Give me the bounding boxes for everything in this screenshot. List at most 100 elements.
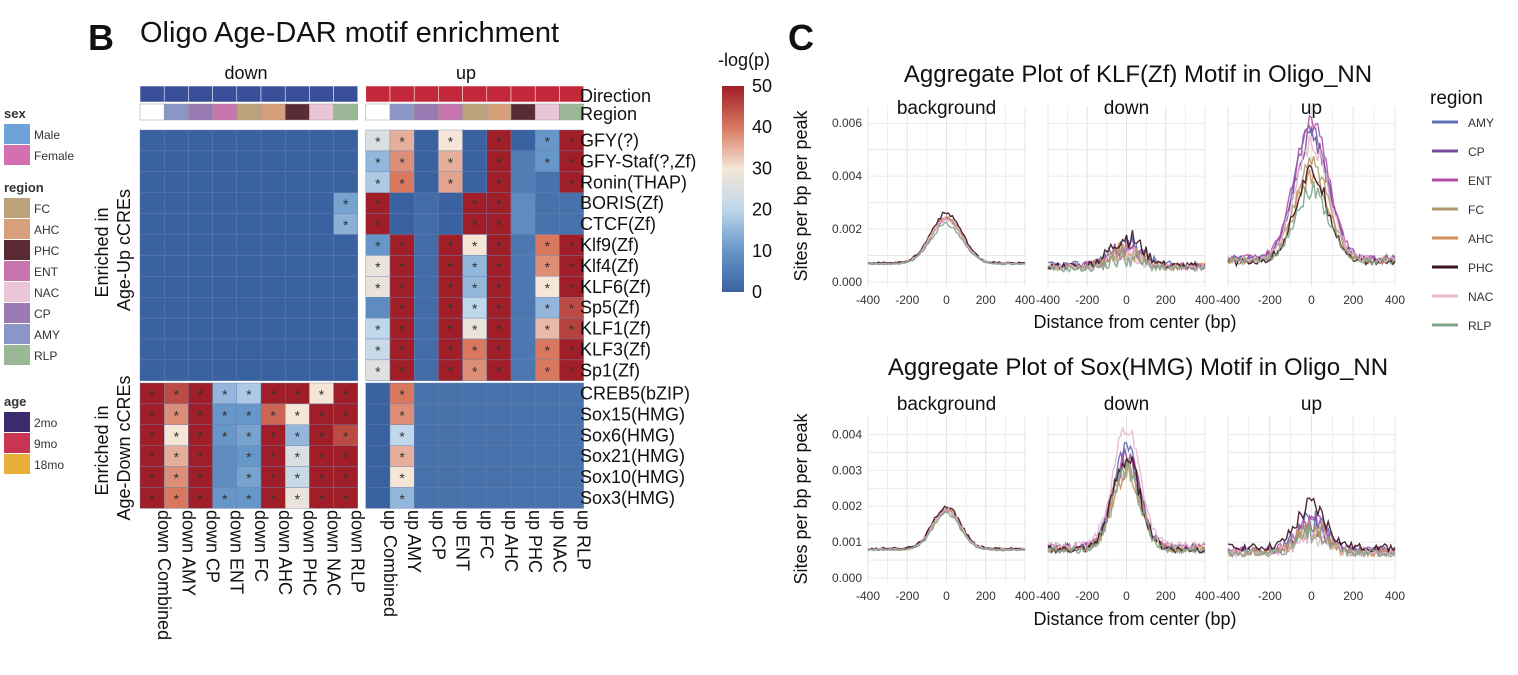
significance-star: * [399, 428, 405, 444]
heatmap-cell [309, 359, 334, 381]
x-tick-label: 200 [1156, 293, 1176, 307]
significance-star: * [545, 280, 551, 296]
legend-swatch [4, 345, 30, 365]
x-tick-label: 400 [1385, 293, 1405, 307]
direction-cell [486, 85, 512, 103]
legend-swatch [4, 124, 30, 144]
heatmap-cell [236, 234, 262, 256]
heatmap-cell [163, 213, 189, 235]
heatmap-cell [236, 276, 262, 298]
heatmap-cell [188, 317, 213, 340]
row-group-up-label: Enriched in Age-Up cCREs [92, 189, 134, 311]
significance-star: * [246, 407, 252, 423]
significance-star: * [270, 470, 276, 486]
heatmap-cell [139, 359, 165, 381]
colorbar-tick: 20 [752, 200, 772, 220]
row-label: Sox6(HMG) [580, 425, 675, 445]
significance-star: * [472, 301, 478, 317]
heatmap-cell [260, 150, 286, 172]
region-cell [389, 103, 415, 121]
heatmap-cell [212, 150, 238, 172]
column-label: down ENT [227, 510, 247, 594]
heatmap-cell [236, 129, 262, 152]
series-line [1227, 525, 1396, 560]
significance-star: * [198, 470, 204, 486]
x-tick-label: 0 [943, 293, 950, 307]
heatmap-cell [510, 445, 536, 467]
x-tick-label: -200 [895, 293, 919, 307]
significance-star: * [198, 491, 204, 507]
legend-swatch [4, 454, 30, 474]
column-label: up PHC [525, 510, 545, 573]
legend-label: 9mo [34, 437, 58, 451]
legend-swatch [4, 324, 30, 344]
significance-star: * [399, 491, 405, 507]
significance-star: * [399, 301, 405, 317]
panel-b-title: Oligo Age-DAR motif enrichment [140, 17, 559, 49]
significance-star: * [343, 449, 349, 465]
column-label: up AMY [404, 510, 424, 573]
y-tick-label: 0.002 [832, 499, 862, 513]
direction-label-up: up [456, 63, 476, 83]
legend-label: ENT [1468, 174, 1493, 188]
significance-star: * [545, 342, 551, 358]
row-label: Sp1(Zf) [580, 360, 640, 380]
direction-cell [413, 85, 439, 103]
heatmap-cell [559, 359, 584, 381]
significance-star: * [343, 428, 349, 444]
significance-star: * [149, 449, 155, 465]
significance-star: * [343, 491, 349, 507]
direction-cell [559, 85, 584, 103]
heatmap-cell [260, 171, 286, 193]
x-tick-label: 400 [1015, 589, 1035, 603]
row-label: Klf4(Zf) [580, 256, 639, 276]
significance-star: * [319, 470, 325, 486]
significance-star: * [496, 259, 502, 275]
heatmap-cell [414, 171, 439, 193]
significance-star: * [496, 342, 502, 358]
heatmap-cell [333, 297, 359, 319]
significance-star: * [545, 133, 551, 149]
heatmap-cell [414, 487, 439, 509]
x-tick-label: -400 [856, 589, 880, 603]
y-tick-label: 0.002 [832, 222, 862, 236]
x-tick-label: -200 [1258, 293, 1282, 307]
direction-cell [163, 85, 189, 103]
legend-label: AHC [34, 223, 60, 237]
column-label: down Combined [154, 510, 174, 640]
significance-star: * [295, 491, 301, 507]
significance-star: * [375, 196, 381, 212]
region-legend: region AMY CP ENT FC AHC PHC NAC RLP [1430, 88, 1494, 333]
region-cell [534, 103, 560, 121]
heatmap-cell [510, 276, 536, 298]
column-label: up RLP [574, 510, 594, 570]
direction-cell [236, 85, 262, 103]
significance-star: * [472, 363, 478, 379]
region-cell [486, 103, 512, 121]
significance-star: * [375, 280, 381, 296]
heatmap-cell [438, 424, 463, 446]
row-label: GFY(?) [580, 130, 639, 150]
y-axis-label: Sites per bp per peak [791, 109, 811, 281]
aggregate-plot-title: Aggregate Plot of Sox(HMG) Motif in Olig… [888, 354, 1388, 381]
heatmap-cell [414, 255, 439, 277]
heatmap-cell [510, 171, 536, 193]
legend-label: CP [34, 307, 51, 321]
heatmap-cell [486, 403, 512, 425]
significance-star: * [472, 238, 478, 254]
heatmap-cell [333, 276, 359, 298]
legend-label: NAC [1468, 290, 1494, 304]
facet-label: down [1104, 394, 1149, 415]
significance-star: * [246, 449, 252, 465]
heatmap-cell [486, 445, 512, 467]
heatmap-cell [333, 150, 359, 172]
y-tick-label: 0.006 [832, 116, 862, 130]
legend-label: FC [34, 202, 50, 216]
heatmap-cell [260, 317, 286, 340]
heatmap-cell [365, 487, 391, 509]
row-label: Sox15(HMG) [580, 404, 685, 424]
row-label: Klf9(Zf) [580, 235, 639, 255]
significance-star: * [343, 407, 349, 423]
heatmap-cell [139, 171, 165, 193]
heatmap-cell [462, 129, 488, 152]
